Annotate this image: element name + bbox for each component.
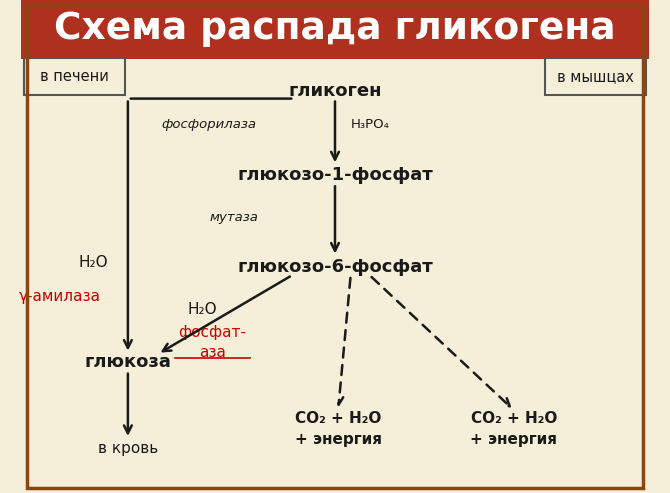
Text: CO₂ + H₂O
+ энергия: CO₂ + H₂O + энергия xyxy=(295,411,382,447)
Text: мутаза: мутаза xyxy=(210,211,259,224)
Text: в мышцах: в мышцах xyxy=(557,69,634,84)
Text: в печени: в печени xyxy=(40,69,109,84)
Text: фосфат-
аза: фосфат- аза xyxy=(179,325,247,360)
Text: H₂O: H₂O xyxy=(78,255,108,270)
FancyBboxPatch shape xyxy=(24,58,125,95)
Text: γ-амилаза: γ-амилаза xyxy=(19,289,101,304)
Text: H₂O: H₂O xyxy=(187,302,217,317)
Text: глюкозо-6-фосфат: глюкозо-6-фосфат xyxy=(237,258,433,276)
Text: H₃PO₄: H₃PO₄ xyxy=(350,118,389,131)
Text: Схема распада гликогена: Схема распада гликогена xyxy=(54,10,616,47)
Bar xyxy=(21,0,649,59)
Text: в кровь: в кровь xyxy=(98,441,158,456)
Text: гликоген: гликоген xyxy=(288,82,382,100)
FancyBboxPatch shape xyxy=(545,58,646,95)
Text: глюкоза: глюкоза xyxy=(84,353,172,371)
Text: CO₂ + H₂O
+ энергия: CO₂ + H₂O + энергия xyxy=(470,411,557,447)
Text: фосфорилаза: фосфорилаза xyxy=(161,118,257,131)
Text: глюкозо-1-фосфат: глюкозо-1-фосфат xyxy=(237,166,433,184)
